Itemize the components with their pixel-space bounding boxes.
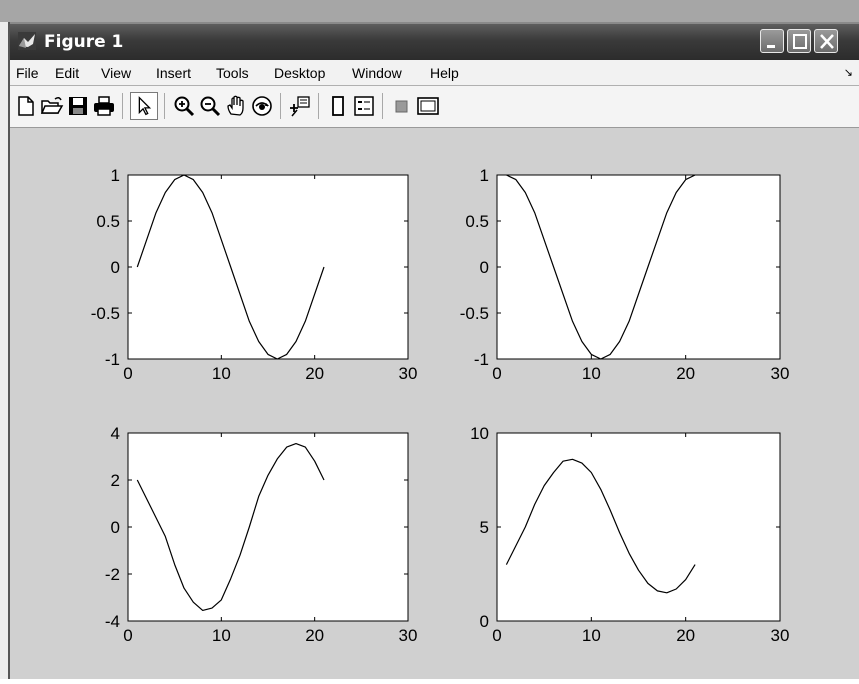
y-tick-label: -1 (474, 350, 489, 369)
menu-bar: File Edit View Insert Tools Desktop Wind… (10, 60, 859, 86)
y-tick-label: 1 (111, 166, 120, 185)
subplot-2[interactable]: 0 10 20 30 1 0.5 0 -0.5 -1 (460, 166, 790, 383)
axes-box (496, 432, 781, 622)
edit-plot-arrow-icon[interactable] (130, 92, 158, 120)
save-icon[interactable] (66, 94, 90, 118)
series-line (136, 443, 325, 611)
y-tick-label: 1 (480, 166, 489, 185)
figure-window: Figure 1 File Edit View Insert Tools Des… (8, 22, 859, 679)
hide-plot-tools-icon[interactable] (390, 94, 414, 118)
series-line (505, 458, 696, 594)
x-tick-label: 0 (492, 626, 501, 645)
minimize-icon (767, 45, 775, 48)
x-tick-label: 30 (771, 364, 790, 383)
zoom-in-icon[interactable] (172, 94, 196, 118)
y-tick-label: 4 (111, 424, 120, 443)
subplot-1[interactable]: 0 10 20 30 1 0.5 0 -0.5 -1 (91, 166, 418, 383)
legend-icon[interactable] (352, 94, 376, 118)
x-tick-label: 10 (582, 364, 601, 383)
x-tick-label: 20 (676, 364, 695, 383)
close-button[interactable] (814, 29, 838, 53)
menu-window[interactable]: Window (352, 65, 402, 81)
menu-file[interactable]: File (16, 65, 39, 81)
axes-box (127, 174, 409, 360)
subplot-4[interactable]: 0 10 20 30 10 5 0 (470, 424, 789, 645)
open-file-icon[interactable] (40, 94, 64, 118)
data-cursor-icon[interactable] (288, 94, 312, 118)
axes-box (496, 174, 781, 360)
new-figure-icon[interactable] (14, 94, 38, 118)
matlab-figure-icon (18, 32, 36, 50)
y-tick-label: -0.5 (460, 304, 489, 323)
y-tick-label: -1 (105, 350, 120, 369)
x-tick-label: 20 (305, 626, 324, 645)
figure-toolbar (10, 86, 859, 128)
y-tick-label: 0 (111, 258, 120, 277)
rotate-3d-icon[interactable] (250, 94, 274, 118)
dock-arrow-icon[interactable]: ↘ (843, 67, 853, 79)
x-tick-label: 30 (771, 626, 790, 645)
x-tick-label: 0 (123, 364, 132, 383)
menu-insert[interactable]: Insert (156, 65, 192, 81)
print-icon[interactable] (92, 94, 116, 118)
y-tick-label: -4 (105, 612, 120, 631)
menu-help[interactable]: Help (430, 65, 459, 81)
x-tick-label: 0 (492, 364, 501, 383)
desktop-left-strip (0, 22, 8, 679)
series-line (506, 174, 696, 360)
menu-tools[interactable]: Tools (216, 65, 249, 81)
toolbar-separator (382, 93, 383, 119)
y-tick-label: 5 (480, 518, 489, 537)
maximize-button[interactable] (787, 29, 811, 53)
show-plot-tools-icon[interactable] (416, 94, 440, 118)
pan-hand-icon[interactable] (224, 94, 248, 118)
zoom-out-icon[interactable] (198, 94, 222, 118)
axes-box (127, 432, 409, 622)
x-tick-label: 30 (399, 364, 418, 383)
y-tick-label: 10 (470, 424, 489, 443)
menu-view[interactable]: View (101, 65, 132, 81)
toolbar-separator (164, 93, 165, 119)
menu-edit[interactable]: Edit (55, 65, 80, 81)
colorbar-icon[interactable] (326, 94, 350, 118)
minimize-button[interactable] (760, 29, 784, 53)
y-tick-label: -2 (105, 565, 120, 584)
y-tick-label: 0.5 (96, 212, 120, 231)
y-tick-label: 0 (111, 518, 120, 537)
y-tick-label: 0 (480, 258, 489, 277)
y-tick-label: 0 (480, 612, 489, 631)
x-tick-label: 0 (123, 626, 132, 645)
y-tick-label: 2 (111, 471, 120, 490)
title-bar[interactable]: Figure 1 (10, 22, 859, 60)
x-tick-label: 20 (305, 364, 324, 383)
desktop-top-strip (0, 0, 859, 22)
toolbar-separator (122, 93, 123, 119)
x-tick-label: 10 (212, 364, 231, 383)
window-title: Figure 1 (44, 32, 124, 52)
menu-desktop[interactable]: Desktop (274, 65, 326, 81)
close-icon (820, 34, 834, 49)
x-tick-label: 30 (399, 626, 418, 645)
figure-canvas[interactable]: 0 10 20 30 1 0.5 0 -0.5 -1 0 10 20 30 1 0.5 0 -0.5 -1 0 10 2… (10, 128, 859, 679)
toolbar-separator (318, 93, 319, 119)
x-tick-label: 10 (582, 626, 601, 645)
y-tick-label: 0.5 (465, 212, 489, 231)
series-line (136, 174, 325, 360)
x-tick-label: 20 (676, 626, 695, 645)
y-tick-label: -0.5 (91, 304, 120, 323)
x-tick-label: 10 (212, 626, 231, 645)
maximize-icon (793, 34, 807, 49)
toolbar-separator (280, 93, 281, 119)
